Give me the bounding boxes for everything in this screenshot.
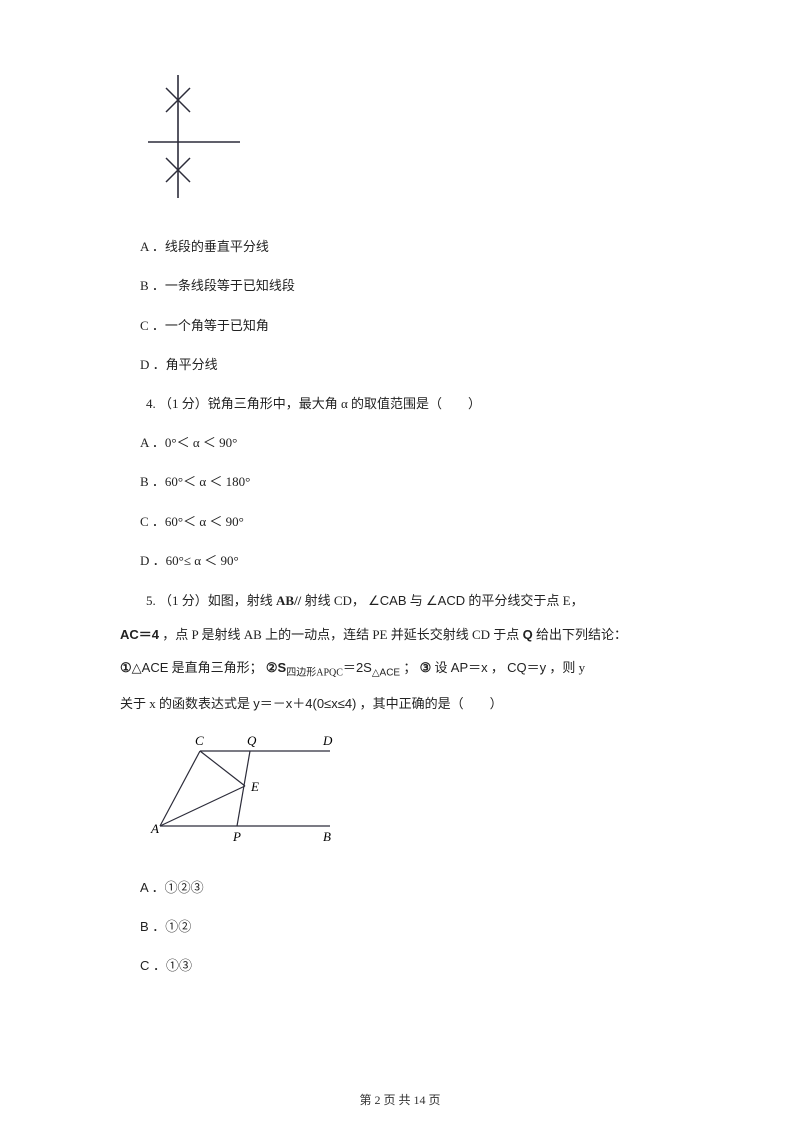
q5-apx: AP＝x: [451, 660, 488, 675]
q5-t13: ，其中正确的是（ ）: [356, 696, 502, 711]
q3-option-d: D ．角平分线: [140, 349, 680, 380]
page-footer: 第 2 页 共 14 页: [0, 1091, 800, 1108]
q5-option-a: A ．①②③: [140, 872, 680, 903]
q5-sub1: 四边形APQC: [286, 668, 343, 679]
q5-acd: ∠ACD: [426, 593, 465, 608]
q5-t10: ，: [488, 660, 508, 675]
q5-c3: ③: [420, 660, 432, 675]
q5-c2: ②S: [266, 660, 286, 675]
q5-ab: AB//: [276, 593, 301, 608]
q3-option-c: C ．一个角等于已知角: [140, 310, 680, 341]
q5-b-text: B ．①②: [140, 919, 191, 934]
label-E: E: [250, 779, 259, 794]
q5-fn: y＝－x＋4(0≤x≤4): [253, 696, 356, 711]
q5-cab: ∠CAB: [368, 593, 406, 608]
q5-Q: Q: [523, 627, 533, 642]
page-content: A ．线段的垂直平分线 B ．一条线段等于已知线段 C ．一个角等于已知角 D …: [0, 0, 800, 1030]
label-A: A: [150, 821, 159, 836]
q4-option-d: D ．60°≤ α ＜ 90°: [140, 545, 680, 576]
q3-option-b: B ．一条线段等于已知线段: [140, 270, 680, 301]
figure-1: [140, 70, 680, 211]
q5-t2: 射线 CD，: [301, 593, 368, 608]
q4-option-a: A ．0°＜ α ＜ 90°: [140, 427, 680, 458]
q5-stem: 5. （1 分）如图，射线 AB// 射线 CD， ∠CAB 与 ∠ACD 的平…: [120, 584, 680, 721]
q5-t9: 设: [431, 660, 451, 675]
q5-t1: 5. （1 分）如图，射线: [146, 593, 276, 608]
q5-cqy: CQ＝y: [507, 660, 546, 675]
q5-t11: ，则 y: [546, 660, 585, 675]
label-B: B: [323, 829, 331, 844]
q5-eq: ＝: [343, 660, 356, 675]
perpendicular-bisector-svg: [140, 70, 260, 200]
q5-diagram-svg: C Q D A P B E: [145, 731, 345, 851]
q5-t8: ；: [400, 660, 420, 675]
q5-a-text: A ．①②③: [140, 880, 204, 895]
label-C: C: [195, 733, 204, 748]
q5-t7: 是直角三角形；: [168, 660, 266, 675]
q4-option-c: C ．60°＜ α ＜ 90°: [140, 506, 680, 537]
q5-ace: △ACE: [132, 660, 169, 675]
q5-t3: 与: [407, 593, 427, 608]
q5-2s: 2S: [356, 660, 372, 675]
q4-stem: 4. （1 分）锐角三角形中，最大角 α 的取值范围是（ ）: [120, 388, 680, 419]
q5-c-text: C ．①③: [140, 958, 192, 973]
q3-option-a: A ．线段的垂直平分线: [140, 231, 680, 262]
q5-t5: ，点 P 是射线 AB 上的一动点，连结 PE 并延长交射线 CD 于点: [159, 627, 523, 642]
label-Q: Q: [247, 733, 257, 748]
q5-option-c: C ．①③: [140, 950, 680, 981]
label-D: D: [322, 733, 333, 748]
q5-c1: ①: [120, 660, 132, 675]
figure-2: C Q D A P B E: [145, 731, 680, 862]
q5-t12: 关于 x 的函数表达式是: [120, 696, 253, 711]
q5-sub2: △ACE: [372, 668, 400, 679]
q5-t4: 的平分线交于点 E，: [465, 593, 583, 608]
q5-t6: 给出下列结论：: [533, 627, 627, 642]
q4-option-b: B ．60°＜ α ＜ 180°: [140, 466, 680, 497]
label-P: P: [232, 829, 241, 844]
q5-option-b: B ．①②: [140, 911, 680, 942]
q5-ac4: AC＝4: [120, 627, 159, 642]
